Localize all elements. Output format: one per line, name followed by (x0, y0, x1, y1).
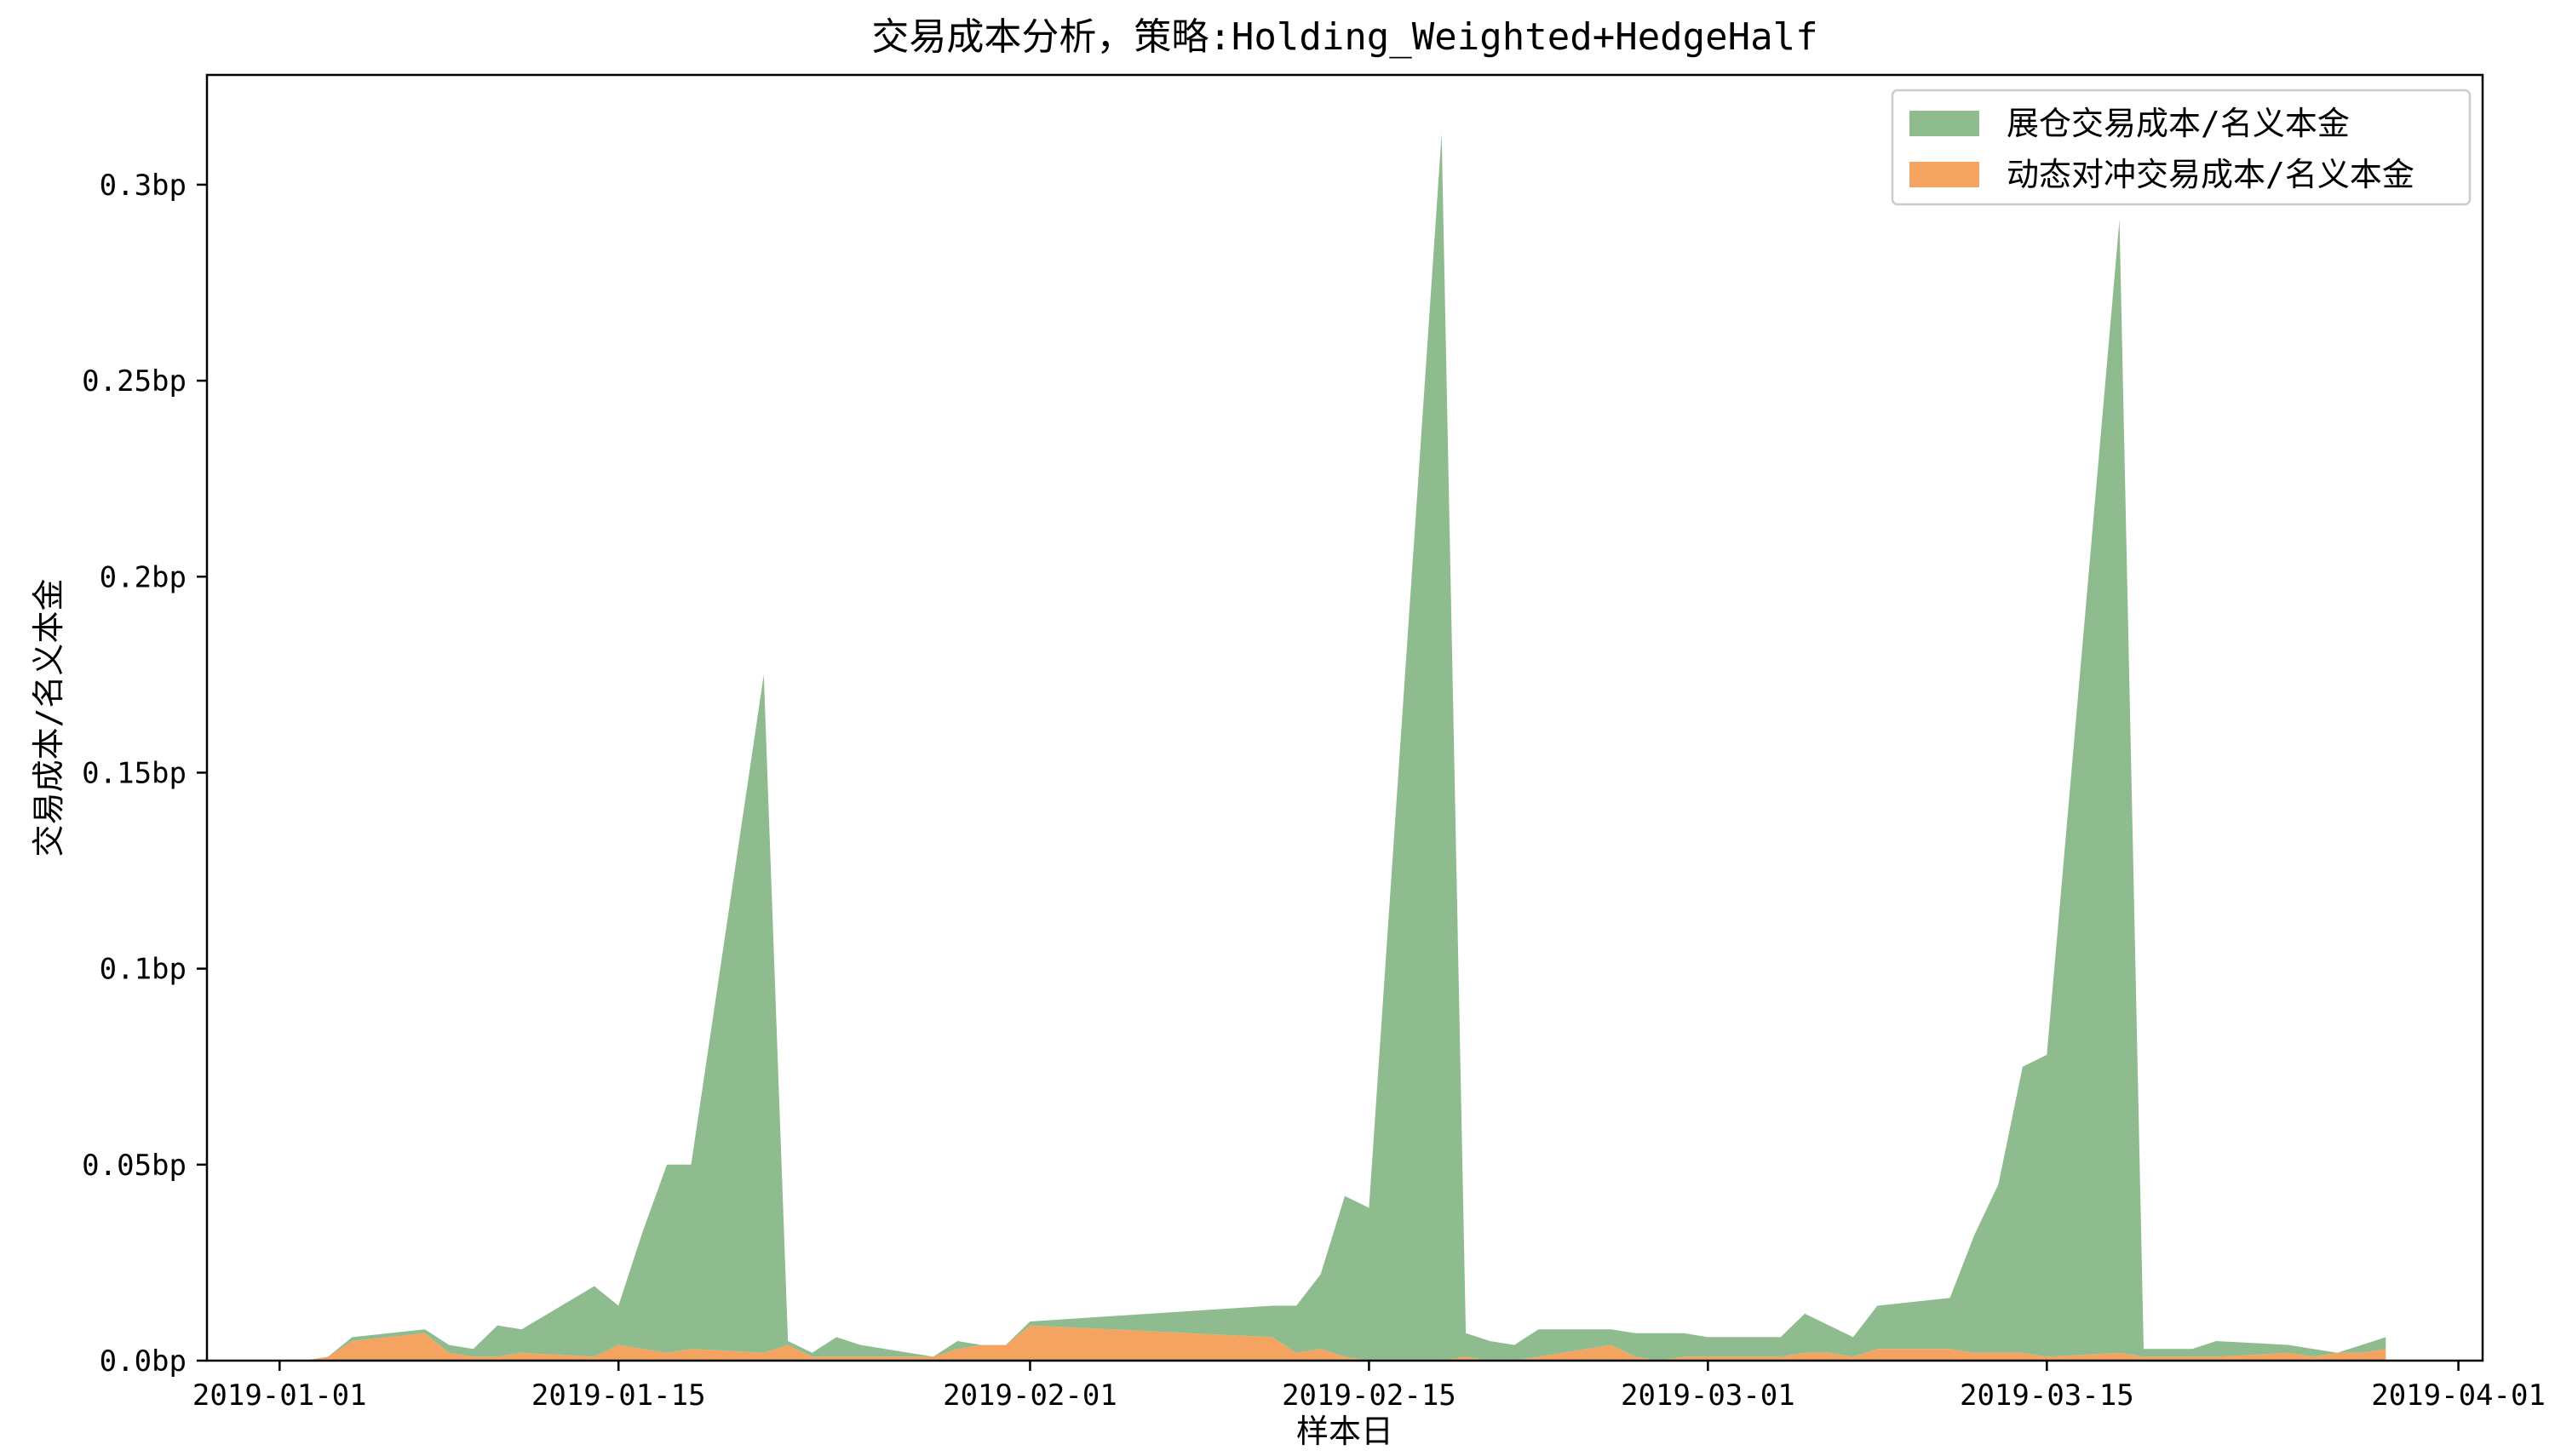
x-axis-label: 样本日 (1296, 1413, 1393, 1450)
plot-frame (205, 73, 2484, 1362)
y-tick-label: 0.25bp (82, 364, 187, 398)
y-tick-label: 0.15bp (82, 756, 187, 790)
legend-swatch (1909, 162, 1979, 187)
legend-frame (1891, 89, 2472, 206)
x-tick-label: 2019-03-01 (1621, 1379, 1795, 1413)
x-tick-label: 2019-02-01 (943, 1379, 1117, 1413)
area-series-1 (279, 1325, 2386, 1361)
y-axis-label: 交易成本/名义本金 (30, 579, 67, 857)
x-tick-label: 2019-02-15 (1282, 1379, 1456, 1413)
legend-label: 展仓交易成本/名义本金 (2007, 105, 2350, 142)
x-axis: 2019-01-01 2019-01-15 2019-02-01 2019-02-15… (192, 1361, 2546, 1413)
x-tick-label: 2019-03-15 (1960, 1379, 2134, 1413)
y-tick-label: 0.0bp (100, 1344, 187, 1379)
y-tick-label: 0.05bp (82, 1149, 187, 1183)
x-tick-label: 2019-01-01 (192, 1379, 367, 1413)
y-tick-label: 0.2bp (100, 560, 187, 594)
x-tick-label: 2019-04-01 (2371, 1379, 2546, 1413)
y-axis: 0.0bp 0.05bp 0.1bp 0.15bp 0.2bp 0.25bp 0.3bp (82, 169, 207, 1379)
x-tick-label: 2019-01-15 (531, 1379, 706, 1413)
chart-title: 交易成本分析，策略:Holding_Weighted+HedgeHalf (871, 15, 1817, 59)
plot-areas (279, 134, 2386, 1361)
y-tick-label: 0.1bp (100, 953, 187, 987)
legend-swatch (1909, 111, 1979, 136)
y-tick-label: 0.3bp (100, 169, 187, 203)
legend-label: 动态对冲交易成本/名义本金 (2007, 156, 2414, 193)
